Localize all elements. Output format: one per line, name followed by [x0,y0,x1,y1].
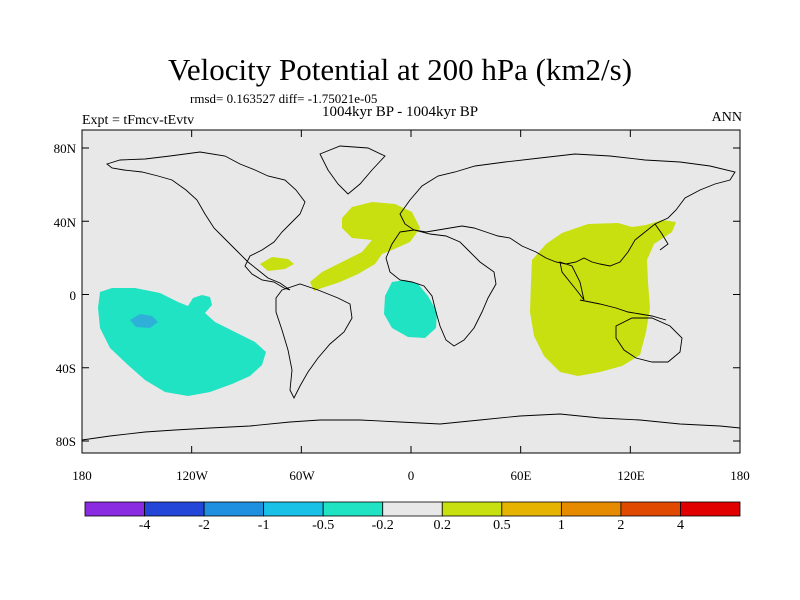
x-tick-label: 180 [72,468,92,483]
colorbar-label: -0.5 [312,518,335,533]
colorbar-label: 1 [557,518,565,533]
x-tick-label: 60E [510,468,532,483]
colorbar-label: 2 [617,518,625,533]
map-panel [81,129,741,454]
plot-title: Velocity Potential at 200 hPa (km2/s) [167,52,633,87]
colorbar-swatch [382,501,443,517]
x-tick-label: 180 [730,468,750,483]
colorbar-swatch [84,501,145,517]
colorbar-label: -0.2 [371,518,394,533]
colorbar-label: 4 [676,518,684,533]
colorbar-swatch [322,501,384,517]
colorbar-swatch [144,501,205,517]
y-tick-label: 40S [55,361,76,376]
colorbar-label: 0.5 [493,518,511,533]
colorbar-swatch [203,501,265,517]
x-tick-label: 0 [407,468,415,483]
colorbar [84,501,741,517]
center-subtitle: 1004kyr BP - 1004kyr BP [322,104,479,120]
negative-anomaly-core [130,314,158,328]
positive-anomaly-indian-ocean [530,220,676,376]
colorbar-label: -1 [257,518,270,533]
rmsd-text: rmsd= 0.163527 diff= -1.75021e-05 [190,91,378,106]
left-subtitle: Expt = tFmcv-tEvtv [82,113,195,128]
colorbar-swatch [560,501,622,517]
y-tick-label: 0 [69,288,77,303]
season-label: ANN [711,110,742,125]
axis-ticks [81,130,741,453]
colorbar-swatch [620,501,681,517]
y-tick-label: 80N [53,141,76,156]
colorbar-label: -4 [138,518,151,533]
colorbar-swatch [680,501,741,517]
colorbar-swatch [263,501,324,517]
colorbar-label: 0.2 [433,518,452,533]
x-tick-label: 60W [289,468,315,483]
positive-anomaly-caribbean [260,257,294,271]
x-tick-label: 120W [176,468,208,483]
colorbar-swatch [441,501,503,517]
colorbar-label: -2 [198,518,210,533]
positive-anomaly-north-atlantic [310,202,420,291]
x-tick-label: 120E [617,468,645,483]
y-tick-label: 40N [53,215,76,230]
coastlines [82,145,740,441]
colorbar-swatch [501,501,562,517]
y-tick-label: 80S [55,434,76,449]
negative-anomaly-south-atlantic [384,280,437,338]
